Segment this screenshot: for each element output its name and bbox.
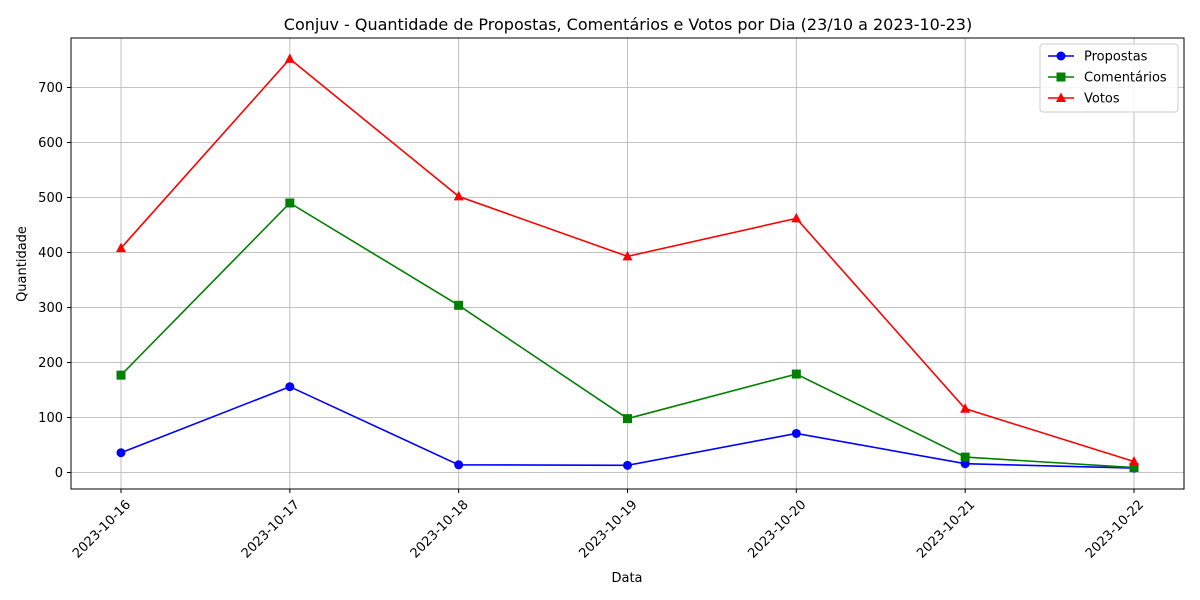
data-point [1129,463,1139,473]
data-point [622,250,633,261]
legend-box [1039,43,1179,113]
series-group [116,53,1139,473]
chart-title: Conjuv - Quantidade de Propostas, Coment… [284,15,972,34]
data-point [116,242,126,253]
legend-label: Propostas [1084,50,1148,65]
y-tick-label: 100 [38,411,63,426]
data-point [791,428,801,438]
y-axis-ticks: 0 100 200 300 400 500 600 700 [38,81,71,481]
data-point [1056,92,1066,102]
data-point [454,300,464,310]
y-tick-label: 300 [38,301,63,316]
data-point [116,448,126,458]
data-point [285,198,295,208]
x-tick-label: 2023-10-22 [1083,497,1147,561]
y-tick-label: 600 [38,136,63,151]
data-point [285,382,295,392]
x-tick-label: 2023-10-16 [70,497,134,561]
data-point [791,212,802,223]
series-comentarios [116,198,1139,473]
y-tick-label: 700 [38,81,63,96]
x-tick-label: 2023-10-17 [239,497,303,561]
y-tick-label: 500 [38,191,63,206]
plot-frame [70,37,1185,490]
x-axis-ticks: 2023-10-16 2023-10-17 2023-10-18 2023-10-19… [70,489,1147,561]
data-point [1056,72,1066,82]
legend-label: Votos [1084,92,1120,107]
x-tick-label: 2023-10-18 [408,497,472,561]
data-point [623,460,632,470]
x-tick-label: 2023-10-19 [577,497,641,561]
data-point [1056,51,1066,61]
x-tick-label: 2023-10-21 [914,497,978,561]
data-point [960,452,970,462]
x-axis-label: Data [611,571,642,586]
data-point [791,369,801,379]
data-point [453,190,464,201]
legend-item: Votos [1048,92,1120,107]
x-tick-label: 2023-10-20 [745,497,809,561]
legend-item: Comentários [1048,71,1167,86]
series-votos [116,53,1139,466]
data-point [454,460,464,470]
data-point [116,370,126,380]
y-axis-label: Quantidade [15,226,30,302]
data-point [623,414,632,424]
legend-label: Comentários [1084,71,1167,86]
data-point [1129,456,1139,466]
data-point [284,53,295,63]
y-tick-label: 0 [55,466,63,481]
legend-item: Propostas [1048,50,1148,65]
data-point [960,403,971,413]
y-tick-label: 200 [38,356,63,371]
y-tick-label: 400 [38,246,63,261]
legend: Propostas Comentários Votos [1039,43,1179,113]
